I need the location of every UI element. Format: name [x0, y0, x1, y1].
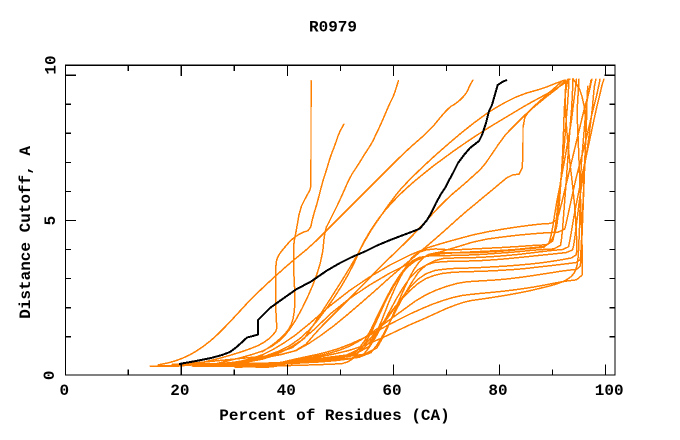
svg-text:40: 40	[277, 382, 296, 400]
svg-text:5: 5	[42, 216, 60, 226]
svg-text:60: 60	[382, 382, 401, 400]
svg-text:10: 10	[43, 55, 61, 74]
svg-text:0: 0	[41, 370, 59, 380]
svg-text:Distance Cutoff, A: Distance Cutoff, A	[17, 146, 35, 319]
svg-text:Percent of Residues (CA): Percent of Residues (CA)	[219, 407, 449, 425]
svg-text:20: 20	[170, 382, 189, 400]
svg-text:100: 100	[595, 382, 624, 400]
svg-text:0: 0	[59, 382, 69, 400]
svg-text:80: 80	[488, 382, 507, 400]
svg-text:R0979: R0979	[309, 19, 357, 37]
